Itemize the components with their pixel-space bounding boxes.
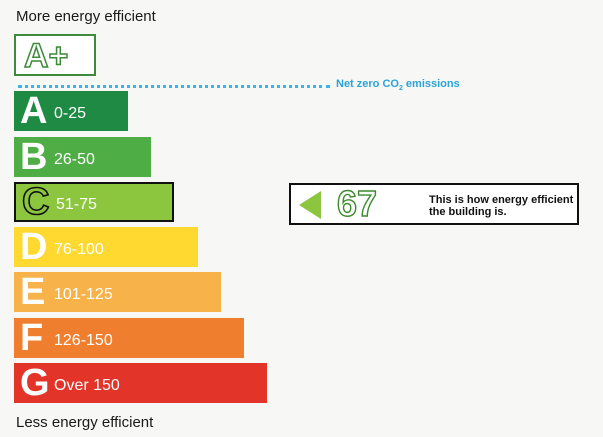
net-zero-dotted-line: [18, 85, 330, 88]
band-range: 0-25: [54, 105, 87, 122]
band-letter: D: [20, 226, 48, 268]
rating-indicator: 67 This is how energy efficient the buil…: [289, 183, 579, 225]
indicator-arrow-icon: [299, 191, 321, 219]
more-efficient-label: More energy efficient: [16, 8, 156, 25]
band-range: Over 150: [54, 377, 120, 394]
band-c: C 51-75: [14, 181, 174, 223]
net-zero-subscript: 2: [398, 85, 403, 93]
a-plus-text: A+: [23, 37, 69, 75]
band-letter: F: [20, 317, 44, 359]
band-letter: A: [20, 90, 48, 132]
band-letter: G: [20, 362, 50, 404]
band-f: F 126-150: [14, 318, 244, 358]
net-zero-suffix: emissions: [402, 78, 460, 90]
band-g: G Over 150: [14, 363, 267, 403]
net-zero-prefix: Net zero CO: [336, 78, 399, 90]
rating-score: 67: [336, 183, 378, 224]
band-range: 51-75: [56, 196, 97, 213]
less-efficient-label: Less energy efficient: [16, 414, 154, 431]
band-range: 101-125: [54, 286, 113, 303]
band-e: E 101-125: [14, 272, 221, 312]
rating-caption: This is how energy efficient the buildin…: [429, 194, 574, 218]
band-range: 26-50: [54, 151, 95, 168]
a-plus-band: A+: [14, 34, 96, 76]
net-zero-label: Net zero CO2 emissions: [336, 78, 460, 92]
band-a: A 0-25: [14, 91, 128, 131]
band-letter: E: [20, 271, 46, 313]
band-letter: C: [21, 181, 50, 223]
band-d: D 76-100: [14, 227, 198, 267]
band-letter: B: [20, 136, 48, 178]
band-range: 126-150: [54, 332, 113, 349]
band-range: 76-100: [54, 241, 104, 258]
band-b: B 26-50: [14, 137, 151, 177]
